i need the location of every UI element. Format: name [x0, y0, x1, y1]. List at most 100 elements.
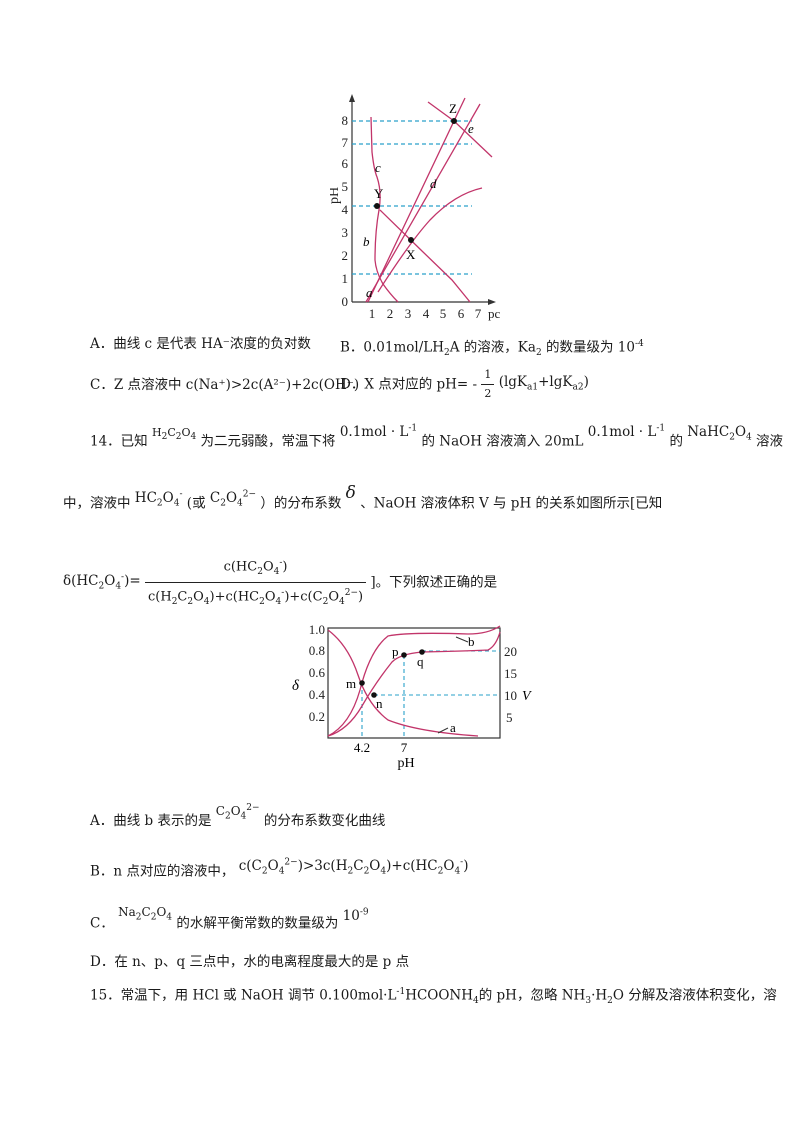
text-fragment: A．曲线 b 表示的是	[90, 813, 212, 829]
fig1-x-arrow	[488, 299, 496, 305]
fig2-label-n: n	[376, 696, 383, 711]
text-fragment: 2	[261, 866, 268, 877]
text-fragment: 4	[454, 866, 461, 877]
text-fragment: +lgK	[538, 373, 573, 390]
text-fragment: C2O42−	[215, 803, 260, 822]
fig1-xtick: 5	[440, 306, 447, 321]
fig2-y2tick: 20	[504, 644, 517, 659]
q14-line-3: δ(HC2O4-)= c(HC2O4-) c(H2C2O4)+c(HC2O4-)…	[63, 553, 498, 607]
text-fragment: 2	[437, 866, 444, 877]
q13-option-b: B．0.01mol/LH2A 的溶液，Ka2 的数量级为 10-4	[340, 334, 644, 363]
fig2-point-q	[419, 649, 425, 655]
fig2-ytick: 0.2	[309, 709, 325, 724]
text-fragment: 2−	[246, 803, 260, 813]
fig1-ytick: 6	[342, 156, 349, 171]
fig1-ytick: 4	[342, 202, 349, 217]
text-fragment: 的 pH，忽略 NH	[478, 987, 586, 1004]
text-fragment: 2	[363, 866, 370, 877]
text-fragment: ]。下列叙述正确的是	[370, 574, 498, 591]
fig1-y-label: pH	[330, 187, 342, 204]
fig1-ytick: 8	[342, 113, 349, 128]
q13-option-c: C．Z 点溶液中 c(Na⁺)>2c(A²⁻)+2c(OH⁻)	[90, 377, 360, 393]
fig2-label-a-leader	[437, 727, 449, 734]
fig2-y2tick: 5	[506, 710, 513, 725]
text-fragment: 2	[150, 911, 157, 922]
q14-line-2: 中，溶液中 HC2O4- (或 C2O42− ）的分布系数 δ 、NaOH 溶液…	[63, 483, 663, 519]
fig1-xtick: 4	[423, 306, 430, 321]
fig1-curve-e	[427, 101, 493, 158]
text-fragment: 15．常温下，用 HCl 或 NaOH 调节 0.100mol·L	[90, 987, 397, 1004]
fig2-point-p	[401, 652, 407, 658]
fig1-ytick: 5	[342, 179, 349, 194]
fig2-curve-a	[327, 629, 479, 737]
text-fragment: 10	[342, 907, 360, 924]
fig1-label-x: X	[406, 247, 416, 262]
fig1-ytick: 1	[342, 271, 349, 286]
text-fragment: 4	[273, 566, 280, 577]
text-fragment: 4	[746, 432, 752, 443]
text-fragment: 2	[175, 431, 182, 442]
fig2-xtick: 7	[401, 740, 408, 755]
text-fragment: c(C2O42−)>3c(H2C2O4)+c(HC2O4-)	[238, 857, 469, 877]
text-fragment: 中，溶液中	[63, 495, 131, 512]
text-fragment: 、NaOH 溶液体积 V 与 pH 的关系如图所示[已知	[360, 495, 663, 512]
fig1-ytick: 7	[342, 135, 349, 150]
text-fragment: -9	[359, 907, 369, 917]
text-fragment: C．	[90, 915, 114, 932]
q13-b-exp: -4	[634, 339, 644, 349]
fig1-ytick: 3	[342, 225, 349, 240]
text-fragment: 4	[278, 866, 285, 877]
q14-line-1: 14．已知 H2C2O4 为二元弱酸，常温下将 0.1mol · L-1 的 N…	[90, 423, 784, 457]
fig2-label-b: b	[468, 634, 475, 649]
fig1-label-b: b	[363, 234, 370, 249]
fig1-label-e: e	[468, 121, 474, 136]
text-fragment: 0.1mol · L-1	[339, 423, 418, 440]
fig1-label-z: Z	[449, 101, 457, 116]
text-fragment: 0.1mol · L	[339, 423, 409, 440]
text-fragment: 2	[171, 596, 178, 607]
text-fragment: -1	[408, 423, 418, 433]
text-fragment: ）的分布系数	[260, 495, 342, 512]
text-fragment: 2	[347, 866, 354, 877]
q13-d-text: (lgK	[498, 373, 528, 390]
text-fragment: 2−	[242, 489, 257, 499]
fig1-y-arrow	[349, 94, 355, 102]
figure-1-chart: 0 1 2 3 4 5 6 7 8 1 2 3 4 5 6 7 pc pH a …	[330, 94, 501, 321]
fig1-y-ticks: 0 1 2 3 4 5 6 7 8	[342, 113, 349, 309]
text-fragment: 2	[259, 596, 265, 607]
fig2-y2-ticks: 20 15 10 5	[504, 644, 517, 725]
fig1-x-ticks: 1 2 3 4 5 6 7	[369, 306, 482, 321]
text-fragment: 溶液	[756, 433, 784, 450]
fig2-curve-b	[327, 625, 501, 737]
text-fragment: δ(HC2O4-)=	[63, 572, 141, 593]
text-fragment: 4	[338, 596, 345, 607]
fig1-label-y: Y	[374, 186, 384, 201]
fig2-label-a: a	[450, 720, 456, 735]
q13-b-text: 的数量级为 10	[545, 339, 635, 356]
text-fragment: -	[472, 376, 478, 393]
q13-option-a: A．曲线 c 是代表 HA⁻浓度的负对数	[90, 336, 311, 352]
text-fragment: -	[460, 857, 464, 867]
fig2-ytick: 0.4	[309, 687, 326, 702]
fig2-xtick: 4.2	[354, 740, 370, 755]
text-fragment: 14．已知	[90, 433, 148, 450]
text-fragment: a2	[572, 382, 584, 393]
text-fragment: 2	[607, 996, 613, 1007]
fig1-point-y	[374, 203, 380, 209]
text-fragment: 2	[257, 566, 263, 577]
fig1-curve-down	[379, 209, 471, 303]
fig2-y2tick: 10	[504, 688, 517, 703]
text-fragment: 2	[224, 811, 231, 822]
text-fragment: δ	[345, 482, 356, 503]
fig2-point-n	[371, 692, 377, 698]
text-fragment: )	[583, 373, 589, 390]
text-fragment: H2C2O4	[151, 425, 197, 442]
fig1-point-z	[451, 118, 457, 124]
text-fragment: 为二元弱酸，常温下将	[200, 433, 336, 450]
fig2-label-q: q	[417, 654, 424, 669]
fig1-x-label: pc	[488, 306, 501, 321]
text-fragment: 2	[444, 348, 450, 359]
text-fragment: 10-9	[342, 907, 369, 924]
fig1-curve-c-b	[370, 116, 399, 303]
figure-2-chart: 1.0 0.8 0.6 0.4 0.2 20 15 10 5 V δ 4.2 7…	[292, 622, 532, 771]
